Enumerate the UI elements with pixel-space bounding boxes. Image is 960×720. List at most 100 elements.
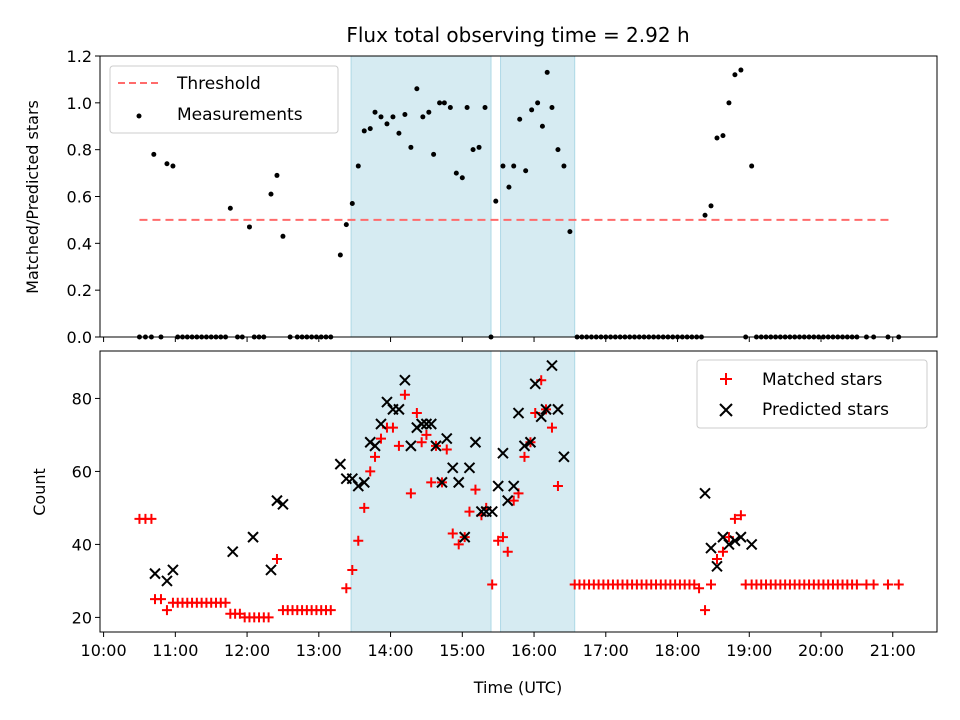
- measurement-point: [384, 121, 390, 127]
- y-tick-label: 60: [72, 462, 92, 481]
- matched-star-point: [220, 597, 231, 608]
- bottom-legend: Matched stars Predicted stars: [696, 359, 928, 429]
- matched-star-point: [353, 535, 364, 546]
- measurement-point: [561, 163, 567, 169]
- measurement-point: [402, 112, 408, 118]
- shaded-span-1: [350, 55, 492, 338]
- predicted-star-point: [430, 440, 442, 452]
- measurement-point: [268, 191, 274, 197]
- matched-star-point: [487, 579, 498, 590]
- measurement-point: [343, 222, 349, 228]
- measurement-point: [420, 114, 426, 120]
- matched-star-point: [421, 429, 432, 440]
- matched-star-point: [882, 579, 893, 590]
- x-tick-label: 21:00: [870, 641, 916, 660]
- measurement-point: [390, 114, 396, 120]
- predicted-star-point: [277, 498, 289, 510]
- measurement-point: [447, 105, 453, 111]
- y-tick-label: 40: [72, 535, 92, 554]
- measurement-point: [708, 203, 714, 209]
- measurement-point: [720, 133, 726, 139]
- predicted-star-point: [334, 458, 347, 470]
- y-tick-label: 20: [72, 608, 92, 627]
- measurement-point: [396, 130, 402, 136]
- matched-star-point: [441, 444, 452, 455]
- predicted-star-point: [375, 418, 387, 430]
- measurement-point: [170, 163, 176, 169]
- measurement-point: [408, 144, 414, 150]
- predicted-star-point: [535, 410, 547, 423]
- matched-star-point: [399, 389, 410, 400]
- matched-star-point: [146, 513, 157, 524]
- shaded-span-1: [350, 350, 492, 633]
- predicted-star-point: [161, 575, 173, 587]
- chart-title: Flux total observing time = 2.92 h: [346, 23, 689, 47]
- matched-star-point: [411, 408, 422, 419]
- measurement-point: [372, 109, 378, 115]
- measurement-point: [529, 107, 535, 113]
- matched-star-point: [717, 546, 728, 557]
- x-tick-label: 14:00: [368, 641, 414, 660]
- x-tick-label: 13:00: [296, 641, 342, 660]
- measurement-point: [164, 161, 170, 167]
- predicted-star-point: [512, 407, 525, 419]
- measurement-point: [361, 128, 367, 134]
- measurement-point: [714, 135, 720, 141]
- x-tick-label: 19:00: [726, 641, 772, 660]
- matched-star-point: [464, 506, 475, 517]
- matched-star-point: [416, 437, 427, 448]
- y-tick-label: 0.0: [67, 328, 92, 347]
- top-panel: 0.0 0.2 0.4 0.6 0.8 1.0 1.2 Matched/Predicted …: [23, 47, 938, 347]
- measurement-point: [441, 100, 447, 106]
- matched-star-point: [370, 451, 381, 462]
- predicted-star-point: [227, 546, 239, 558]
- predicted-star-point: [405, 440, 417, 452]
- predicted-star-point: [711, 560, 723, 573]
- predicted-star-point: [265, 564, 277, 576]
- measurement-point: [544, 69, 550, 75]
- matched-star-point: [706, 579, 717, 590]
- matched-star-point: [155, 594, 166, 605]
- predicted-star-point: [352, 480, 364, 492]
- matched-star-point: [405, 488, 416, 499]
- predicted-star-point: [546, 359, 558, 372]
- x-axis-label: Time (UTC): [473, 678, 562, 697]
- measurement-point: [749, 163, 755, 169]
- bottom-y-axis-label: Count: [30, 468, 49, 516]
- predicted-star-point: [492, 480, 504, 492]
- bottom-y-ticks: 20 40 60 80: [72, 389, 100, 627]
- matched-star-point: [161, 605, 172, 616]
- matched-star-point: [729, 513, 740, 524]
- matched-star-point: [341, 583, 352, 594]
- top-legend-box: [109, 65, 339, 134]
- measurement-point: [437, 100, 443, 106]
- predicted-star-point: [358, 476, 370, 489]
- measurement-point: [459, 175, 465, 181]
- measurement-point: [227, 205, 233, 211]
- predicted-star-point: [508, 480, 520, 492]
- predicted-star-point: [723, 538, 735, 551]
- measurement-point: [274, 172, 280, 178]
- predicted-star-point: [699, 487, 711, 500]
- measurement-point: [493, 198, 499, 204]
- y-tick-label: 0.4: [67, 234, 92, 253]
- matched-star-point: [868, 579, 879, 590]
- matched-star-point: [851, 579, 862, 590]
- predicted-star-point: [399, 374, 411, 386]
- measurement-point: [431, 151, 437, 157]
- y-tick-label: 1.0: [67, 94, 92, 113]
- predicted-star-point: [271, 494, 283, 507]
- measurement-point: [464, 105, 470, 111]
- y-tick-label: 1.2: [67, 47, 92, 66]
- measurement-point: [500, 163, 506, 169]
- matched-star-point: [502, 546, 513, 557]
- x-tick-label: 20:00: [798, 641, 844, 660]
- y-tick-label: 0.2: [67, 281, 92, 300]
- predicted-star-point: [497, 447, 509, 459]
- matched-star-point: [694, 583, 705, 594]
- bottom-data-marks: [134, 359, 904, 623]
- matched-star-point: [508, 495, 519, 506]
- measurement-point: [476, 144, 482, 150]
- matched-star-point: [552, 481, 563, 492]
